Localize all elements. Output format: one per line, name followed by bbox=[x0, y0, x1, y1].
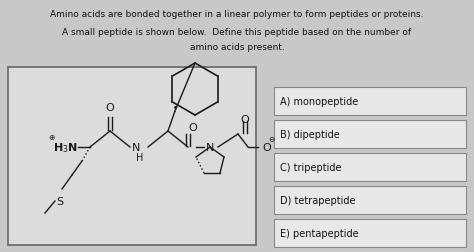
Bar bbox=[274, 153, 466, 181]
Text: O: O bbox=[262, 142, 271, 152]
Text: H: H bbox=[137, 152, 144, 162]
Bar bbox=[274, 88, 466, 115]
Text: O: O bbox=[189, 122, 197, 133]
Text: E) pentapeptide: E) pentapeptide bbox=[280, 228, 359, 238]
Bar bbox=[8, 68, 256, 245]
Text: D) tetrapeptide: D) tetrapeptide bbox=[280, 195, 356, 205]
Text: B) dipeptide: B) dipeptide bbox=[280, 130, 340, 139]
Text: amino acids present.: amino acids present. bbox=[190, 43, 284, 52]
Text: N: N bbox=[132, 142, 140, 152]
Text: A small peptide is shown below.  Define this peptide based on the number of: A small peptide is shown below. Define t… bbox=[63, 28, 411, 37]
Bar bbox=[274, 219, 466, 247]
Bar bbox=[274, 120, 466, 148]
Text: A) monopeptide: A) monopeptide bbox=[280, 97, 358, 107]
Text: H$_3$N: H$_3$N bbox=[53, 141, 77, 154]
Text: S: S bbox=[56, 196, 64, 206]
Text: O: O bbox=[106, 103, 114, 113]
Text: C) tripeptide: C) tripeptide bbox=[280, 162, 341, 172]
Text: N: N bbox=[206, 142, 214, 152]
Text: $\oplus$: $\oplus$ bbox=[48, 133, 56, 142]
Bar bbox=[274, 186, 466, 214]
Text: O: O bbox=[241, 115, 249, 124]
Text: $\ominus$: $\ominus$ bbox=[268, 135, 276, 144]
Text: Amino acids are bonded together in a linear polymer to form peptides or proteins: Amino acids are bonded together in a lin… bbox=[50, 10, 424, 19]
